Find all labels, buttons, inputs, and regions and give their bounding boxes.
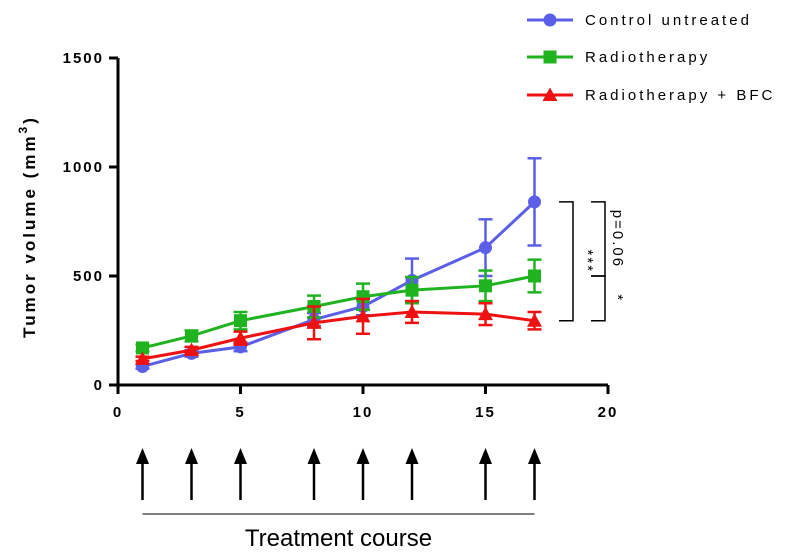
x-tick-label: 10 bbox=[353, 404, 374, 421]
bracket-control-vs-bfc bbox=[559, 201, 574, 322]
series-square bbox=[135, 258, 542, 355]
series-line bbox=[142, 200, 536, 368]
significance-brackets: ****p=0.06 bbox=[559, 201, 626, 322]
series-layer bbox=[135, 157, 542, 373]
x-tick-label: 15 bbox=[475, 404, 496, 421]
data-point bbox=[234, 314, 247, 328]
y-tick-label: 1000 bbox=[63, 159, 104, 176]
treatment-course-label: Treatment course bbox=[245, 525, 432, 552]
data-point bbox=[355, 308, 371, 323]
data-point bbox=[527, 313, 542, 327]
series-line bbox=[142, 274, 535, 350]
treatment-arrow-head bbox=[307, 448, 321, 464]
data-point bbox=[136, 341, 149, 355]
legend: Control untreated Radiotherapy Radiotherap… bbox=[527, 12, 775, 104]
treatment-arrow-head bbox=[405, 448, 419, 464]
data-point bbox=[479, 279, 492, 293]
series-triangle bbox=[135, 297, 542, 365]
treatment-arrow-head bbox=[234, 448, 247, 464]
bracket-rt-vs-bfc bbox=[591, 275, 606, 322]
bracket-control-vs-rt bbox=[591, 201, 606, 277]
legend-marker bbox=[543, 50, 557, 64]
y-tick-label: 1500 bbox=[63, 50, 104, 67]
treatment-course: Treatment course bbox=[136, 448, 541, 552]
treatment-arrow-head bbox=[136, 448, 149, 464]
legend-marker bbox=[543, 13, 557, 27]
data-point bbox=[404, 304, 420, 318]
data-point bbox=[479, 241, 492, 255]
data-point bbox=[478, 306, 493, 321]
y-axis-title-main: Tumor volume (mm bbox=[20, 133, 39, 337]
y-axis-title: Tumor volume (mm3) bbox=[16, 115, 39, 338]
y-tick-label: 0 bbox=[94, 377, 104, 394]
data-point bbox=[528, 269, 541, 283]
treatment-arrow-head bbox=[356, 448, 370, 464]
data-point bbox=[135, 351, 150, 365]
x-tick-label: 5 bbox=[235, 404, 245, 421]
data-point bbox=[528, 195, 541, 209]
x-tick-label: 0 bbox=[113, 404, 123, 421]
treatment-arrow-head bbox=[185, 448, 198, 464]
treatment-arrow-head bbox=[528, 448, 541, 464]
significance-label: * bbox=[609, 294, 626, 302]
legend-label: Radiotherapy + BFC bbox=[585, 87, 775, 104]
data-point bbox=[405, 283, 419, 297]
y-tick-label: 500 bbox=[73, 268, 104, 285]
data-point bbox=[233, 330, 248, 345]
significance-label: *** bbox=[579, 250, 596, 274]
y-axis-title-close: ) bbox=[20, 115, 39, 124]
x-tick-label: 20 bbox=[598, 404, 619, 421]
data-point bbox=[306, 315, 322, 329]
legend-label: Radiotherapy bbox=[585, 49, 710, 66]
legend-marker bbox=[542, 87, 558, 101]
treatment-arrow-head bbox=[479, 448, 492, 464]
data-point bbox=[184, 342, 199, 357]
data-point bbox=[185, 329, 198, 343]
legend-label: Control untreated bbox=[585, 12, 752, 29]
significance-label: p=0.06 bbox=[609, 210, 626, 268]
y-axis-title-superscript: 3 bbox=[16, 124, 30, 134]
series-line bbox=[142, 310, 535, 361]
axes: 0 500 1000 1500 0 5 10 15 20 Tumor volume (mm3) bbox=[16, 50, 619, 421]
